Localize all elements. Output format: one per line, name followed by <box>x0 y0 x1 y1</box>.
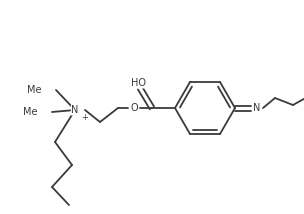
Text: O: O <box>130 103 138 113</box>
Text: Me: Me <box>23 107 38 117</box>
Text: +: + <box>81 113 88 122</box>
Text: HO: HO <box>130 78 146 88</box>
Text: N: N <box>71 105 79 115</box>
Text: Me: Me <box>27 85 42 95</box>
Text: N: N <box>253 103 261 113</box>
